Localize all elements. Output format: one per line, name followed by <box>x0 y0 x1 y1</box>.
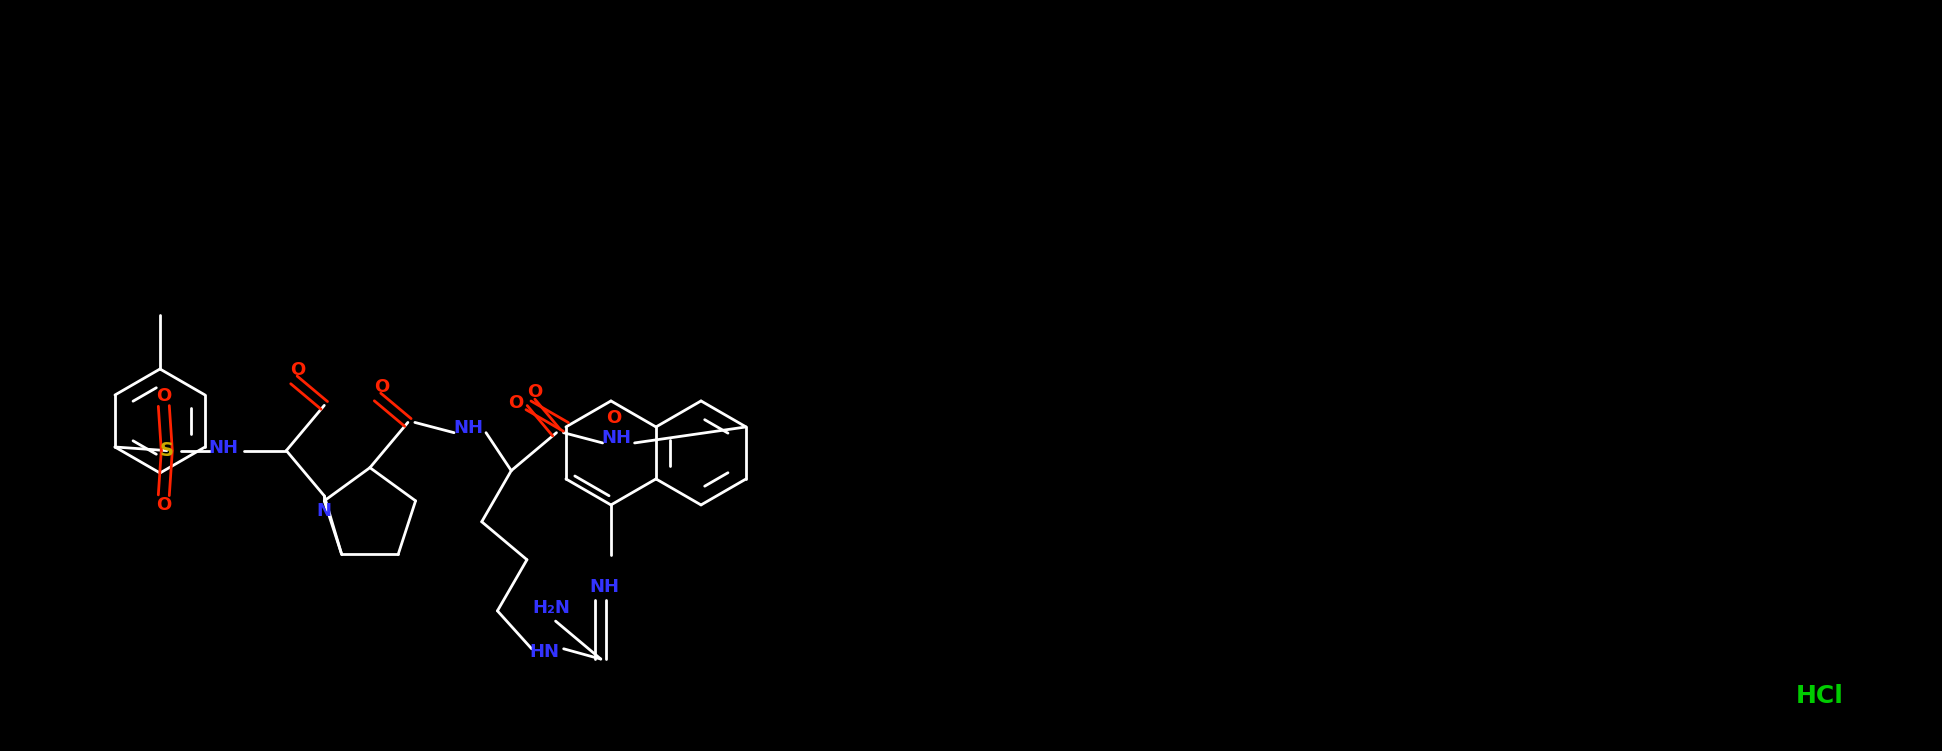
Text: NH: NH <box>208 439 239 457</box>
Text: HCl: HCl <box>1796 684 1845 708</box>
Text: O: O <box>155 387 171 405</box>
Text: NH: NH <box>452 419 484 436</box>
Text: H₂N: H₂N <box>532 599 571 617</box>
Text: O: O <box>375 378 388 396</box>
Text: O: O <box>528 383 542 401</box>
Text: S: S <box>159 441 173 460</box>
Text: O: O <box>155 496 171 514</box>
Text: O: O <box>606 409 621 427</box>
Text: HN: HN <box>530 643 559 661</box>
Text: NH: NH <box>602 429 631 447</box>
Text: N: N <box>317 502 332 520</box>
Text: NH: NH <box>590 578 619 596</box>
Text: O: O <box>289 361 305 379</box>
Text: O: O <box>509 394 522 412</box>
